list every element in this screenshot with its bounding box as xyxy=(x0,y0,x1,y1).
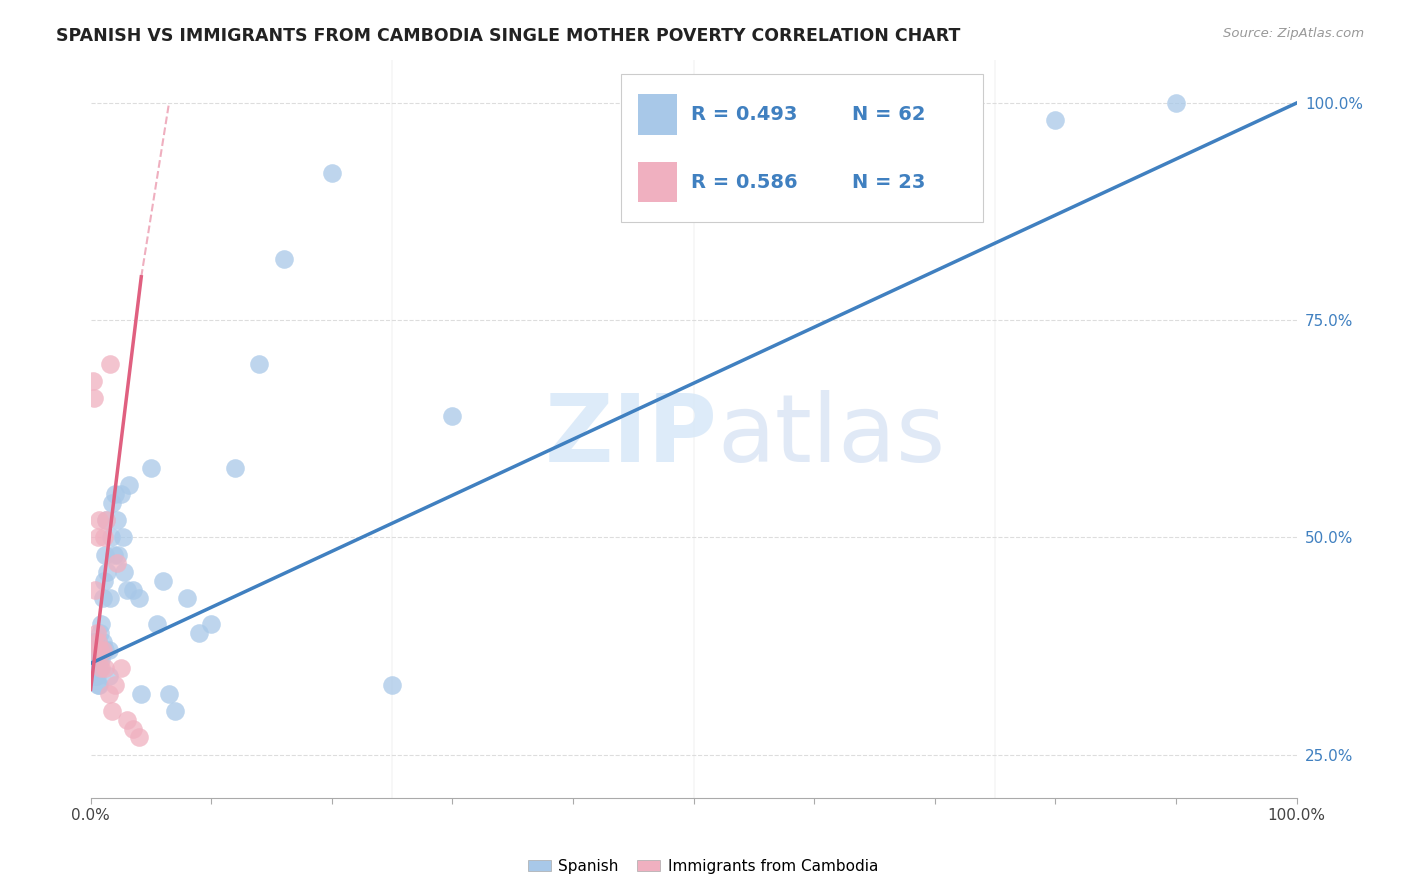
Point xyxy=(121,722,143,736)
Point xyxy=(115,713,138,727)
Point xyxy=(96,513,118,527)
Point xyxy=(87,634,110,648)
Point xyxy=(321,165,343,179)
Point xyxy=(87,643,110,657)
Point xyxy=(97,669,120,683)
Point xyxy=(87,530,110,544)
FancyBboxPatch shape xyxy=(621,74,983,222)
Point xyxy=(86,661,108,675)
Point xyxy=(93,574,115,588)
Point xyxy=(98,357,121,371)
Point xyxy=(128,591,150,606)
Point xyxy=(98,591,121,606)
Point xyxy=(121,582,143,597)
Point xyxy=(91,591,114,606)
Point xyxy=(87,634,110,648)
Point xyxy=(84,669,107,683)
Point xyxy=(115,582,138,597)
Point xyxy=(112,565,135,579)
Point xyxy=(83,669,105,683)
Point xyxy=(110,487,132,501)
Text: N = 23: N = 23 xyxy=(852,173,925,192)
Point xyxy=(83,652,105,666)
Point xyxy=(87,652,110,666)
Point xyxy=(273,252,295,267)
Point xyxy=(89,626,111,640)
Point xyxy=(105,513,128,527)
Point xyxy=(110,661,132,675)
Point xyxy=(96,565,118,579)
Point xyxy=(104,678,127,692)
Point xyxy=(86,669,108,683)
Point xyxy=(83,392,105,406)
Point xyxy=(200,617,222,632)
Point xyxy=(94,643,117,657)
Point xyxy=(86,626,108,640)
Point xyxy=(152,574,174,588)
Point xyxy=(441,409,464,423)
Point xyxy=(87,652,110,666)
Text: Source: ZipAtlas.com: Source: ZipAtlas.com xyxy=(1223,27,1364,40)
Text: R = 0.493: R = 0.493 xyxy=(692,104,797,124)
Point xyxy=(91,643,114,657)
Point xyxy=(105,557,128,571)
Point xyxy=(83,661,105,675)
Point xyxy=(94,661,117,675)
Point xyxy=(118,478,141,492)
Point xyxy=(90,661,112,675)
Point xyxy=(87,678,110,692)
Point xyxy=(90,617,112,632)
Text: N = 62: N = 62 xyxy=(852,104,925,124)
Point xyxy=(87,513,110,527)
Point xyxy=(1164,96,1187,111)
Point xyxy=(89,661,111,675)
Bar xyxy=(638,161,676,202)
Point xyxy=(139,461,162,475)
Point xyxy=(97,643,120,657)
Point xyxy=(249,357,271,371)
Text: R = 0.586: R = 0.586 xyxy=(692,173,797,192)
Point xyxy=(86,643,108,657)
Point xyxy=(82,374,104,388)
Point xyxy=(101,496,124,510)
Point xyxy=(82,643,104,657)
Text: atlas: atlas xyxy=(717,390,946,483)
Point xyxy=(157,687,180,701)
Point xyxy=(82,634,104,648)
Point xyxy=(107,548,129,562)
Point xyxy=(101,704,124,718)
Point xyxy=(91,634,114,648)
Point xyxy=(224,461,246,475)
Point xyxy=(84,582,107,597)
Point xyxy=(128,731,150,745)
Point xyxy=(97,687,120,701)
Point xyxy=(188,626,211,640)
Point xyxy=(176,591,198,606)
Point xyxy=(80,652,103,666)
Point xyxy=(682,122,704,136)
Bar xyxy=(638,94,676,135)
Point xyxy=(89,643,111,657)
Point xyxy=(103,548,125,562)
Point xyxy=(1045,113,1067,128)
Point xyxy=(94,548,117,562)
Point xyxy=(100,530,122,544)
Point xyxy=(84,634,107,648)
Text: ZIP: ZIP xyxy=(544,390,717,483)
Point xyxy=(87,678,110,692)
Point xyxy=(104,487,127,501)
Point xyxy=(90,652,112,666)
Point xyxy=(80,643,103,657)
Point xyxy=(163,704,186,718)
Point xyxy=(93,530,115,544)
Legend: Spanish, Immigrants from Cambodia: Spanish, Immigrants from Cambodia xyxy=(522,853,884,880)
Point xyxy=(381,678,404,692)
Point xyxy=(112,530,135,544)
Text: SPANISH VS IMMIGRANTS FROM CAMBODIA SINGLE MOTHER POVERTY CORRELATION CHART: SPANISH VS IMMIGRANTS FROM CAMBODIA SING… xyxy=(56,27,960,45)
Point xyxy=(146,617,169,632)
Point xyxy=(96,513,118,527)
Point xyxy=(129,687,152,701)
